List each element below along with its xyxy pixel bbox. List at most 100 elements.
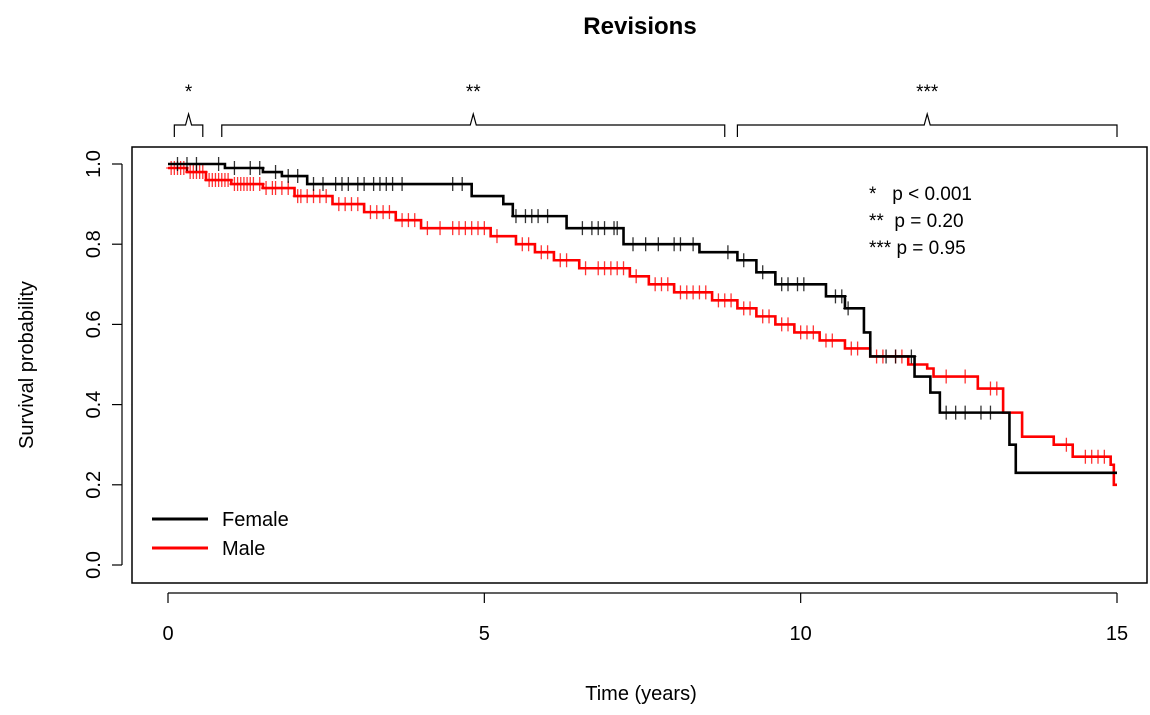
series-male	[166, 161, 1117, 487]
censor-mark-male	[422, 221, 433, 236]
censor-mark-female	[457, 177, 468, 192]
censor-mark-female	[906, 349, 917, 364]
censor-mark-male	[726, 293, 737, 308]
censor-mark-female	[447, 177, 458, 192]
censor-mark-female	[960, 405, 971, 420]
censor-mark-male	[700, 285, 711, 300]
censor-mark-female	[172, 157, 183, 171]
censor-mark-male	[580, 261, 591, 276]
censor-mark-male	[783, 317, 794, 332]
censor-mark-female	[510, 209, 521, 224]
censor-mark-female	[191, 157, 202, 171]
plot-frame	[131, 146, 1148, 584]
censor-mark-male	[384, 205, 395, 220]
survival-curve-female	[168, 162, 1117, 475]
x-tick-label: 0	[162, 623, 173, 645]
censor-mark-female	[640, 237, 651, 252]
censor-mark-female	[688, 237, 699, 252]
x-axis: 0 5 10 15	[162, 592, 1128, 645]
censor-mark-female	[950, 405, 961, 420]
x-tick-label: 10	[790, 623, 812, 645]
censor-mark-female	[533, 209, 544, 224]
censor-mark-female	[254, 161, 265, 176]
annotation-line-2: ** p = 0.20	[869, 211, 964, 232]
y-axis: 0.0 0.2 0.4 0.6 0.8 1.0	[83, 150, 123, 579]
y-axis-label: Survival probability	[16, 281, 38, 449]
censor-mark-female	[653, 237, 664, 252]
censor-mark-male	[1099, 449, 1110, 464]
censor-mark-female	[941, 405, 952, 420]
censor-mark-female	[318, 177, 329, 192]
bracket-label-1: *	[185, 82, 193, 103]
censor-mark-female	[798, 277, 809, 292]
censor-mark-male	[1061, 437, 1072, 452]
censor-mark-male	[618, 261, 629, 276]
censor-mark-male	[254, 177, 265, 192]
censor-mark-female	[181, 157, 192, 171]
censor-mark-female	[359, 177, 370, 192]
survival-curve-male	[168, 166, 1117, 487]
x-axis-label: Time (years)	[585, 683, 696, 705]
y-tick-label: 0.2	[83, 471, 105, 499]
legend: Female Male	[152, 509, 289, 560]
censor-mark-male	[523, 237, 534, 252]
censor-mark-female	[783, 277, 794, 292]
censor-mark-female	[881, 349, 892, 364]
legend-label-male: Male	[222, 538, 265, 560]
censor-mark-female	[612, 221, 623, 236]
censor-mark-male	[409, 213, 420, 228]
censor-mark-male	[197, 165, 208, 180]
censor-mark-male	[283, 181, 294, 196]
censor-mark-male	[479, 221, 490, 236]
censor-mark-male	[941, 369, 952, 384]
comparison-brackets: * ** ***	[173, 82, 1118, 137]
censor-mark-female	[213, 157, 224, 171]
y-tick-label: 0.4	[83, 391, 105, 419]
censor-mark-male	[223, 173, 234, 188]
bracket-label-3: ***	[916, 82, 939, 103]
chart-title: Revisions	[583, 13, 696, 40]
y-tick-label: 1.0	[83, 150, 105, 178]
censor-mark-male	[960, 369, 971, 384]
censor-mark-male	[435, 221, 446, 236]
censor-mark-female	[722, 245, 733, 260]
bracket-1	[173, 111, 204, 137]
censor-mark-male	[808, 325, 819, 340]
censor-mark-female	[308, 177, 319, 192]
censor-mark-male	[662, 277, 673, 292]
y-tick-label: 0.6	[83, 310, 105, 338]
censor-mark-female	[836, 289, 847, 304]
censor-mark-female	[270, 165, 281, 180]
legend-label-female: Female	[222, 509, 289, 531]
censor-mark-female	[975, 405, 986, 420]
censor-mark-female	[675, 237, 686, 252]
censor-mark-female	[387, 177, 398, 192]
censor-mark-female	[890, 349, 901, 364]
annotation-line-1: * p < 0.001	[869, 184, 972, 205]
annotation-line-3: *** p = 0.95	[869, 238, 966, 259]
censor-mark-male	[745, 301, 756, 316]
censor-mark-male	[321, 189, 332, 204]
censor-mark-male	[542, 245, 553, 260]
censor-mark-male	[561, 253, 572, 268]
y-tick-label: 0.8	[83, 230, 105, 258]
censor-mark-male	[764, 309, 775, 324]
censor-mark-female	[985, 405, 996, 420]
censor-mark-male	[631, 269, 642, 284]
censor-mark-male	[991, 381, 1002, 396]
censor-mark-female	[229, 161, 240, 176]
censor-mark-female	[292, 169, 303, 184]
bracket-2	[221, 111, 726, 137]
censor-mark-female	[577, 221, 588, 236]
bracket-label-2: **	[466, 82, 481, 103]
censor-mark-female	[599, 221, 610, 236]
censor-mark-male	[491, 229, 502, 244]
censor-mark-female	[757, 265, 768, 280]
censor-mark-female	[542, 209, 553, 224]
series-female	[168, 157, 1117, 475]
bracket-3	[736, 111, 1118, 137]
censor-mark-female	[343, 177, 354, 192]
censor-mark-male	[352, 197, 363, 212]
censor-mark-male	[827, 333, 838, 348]
